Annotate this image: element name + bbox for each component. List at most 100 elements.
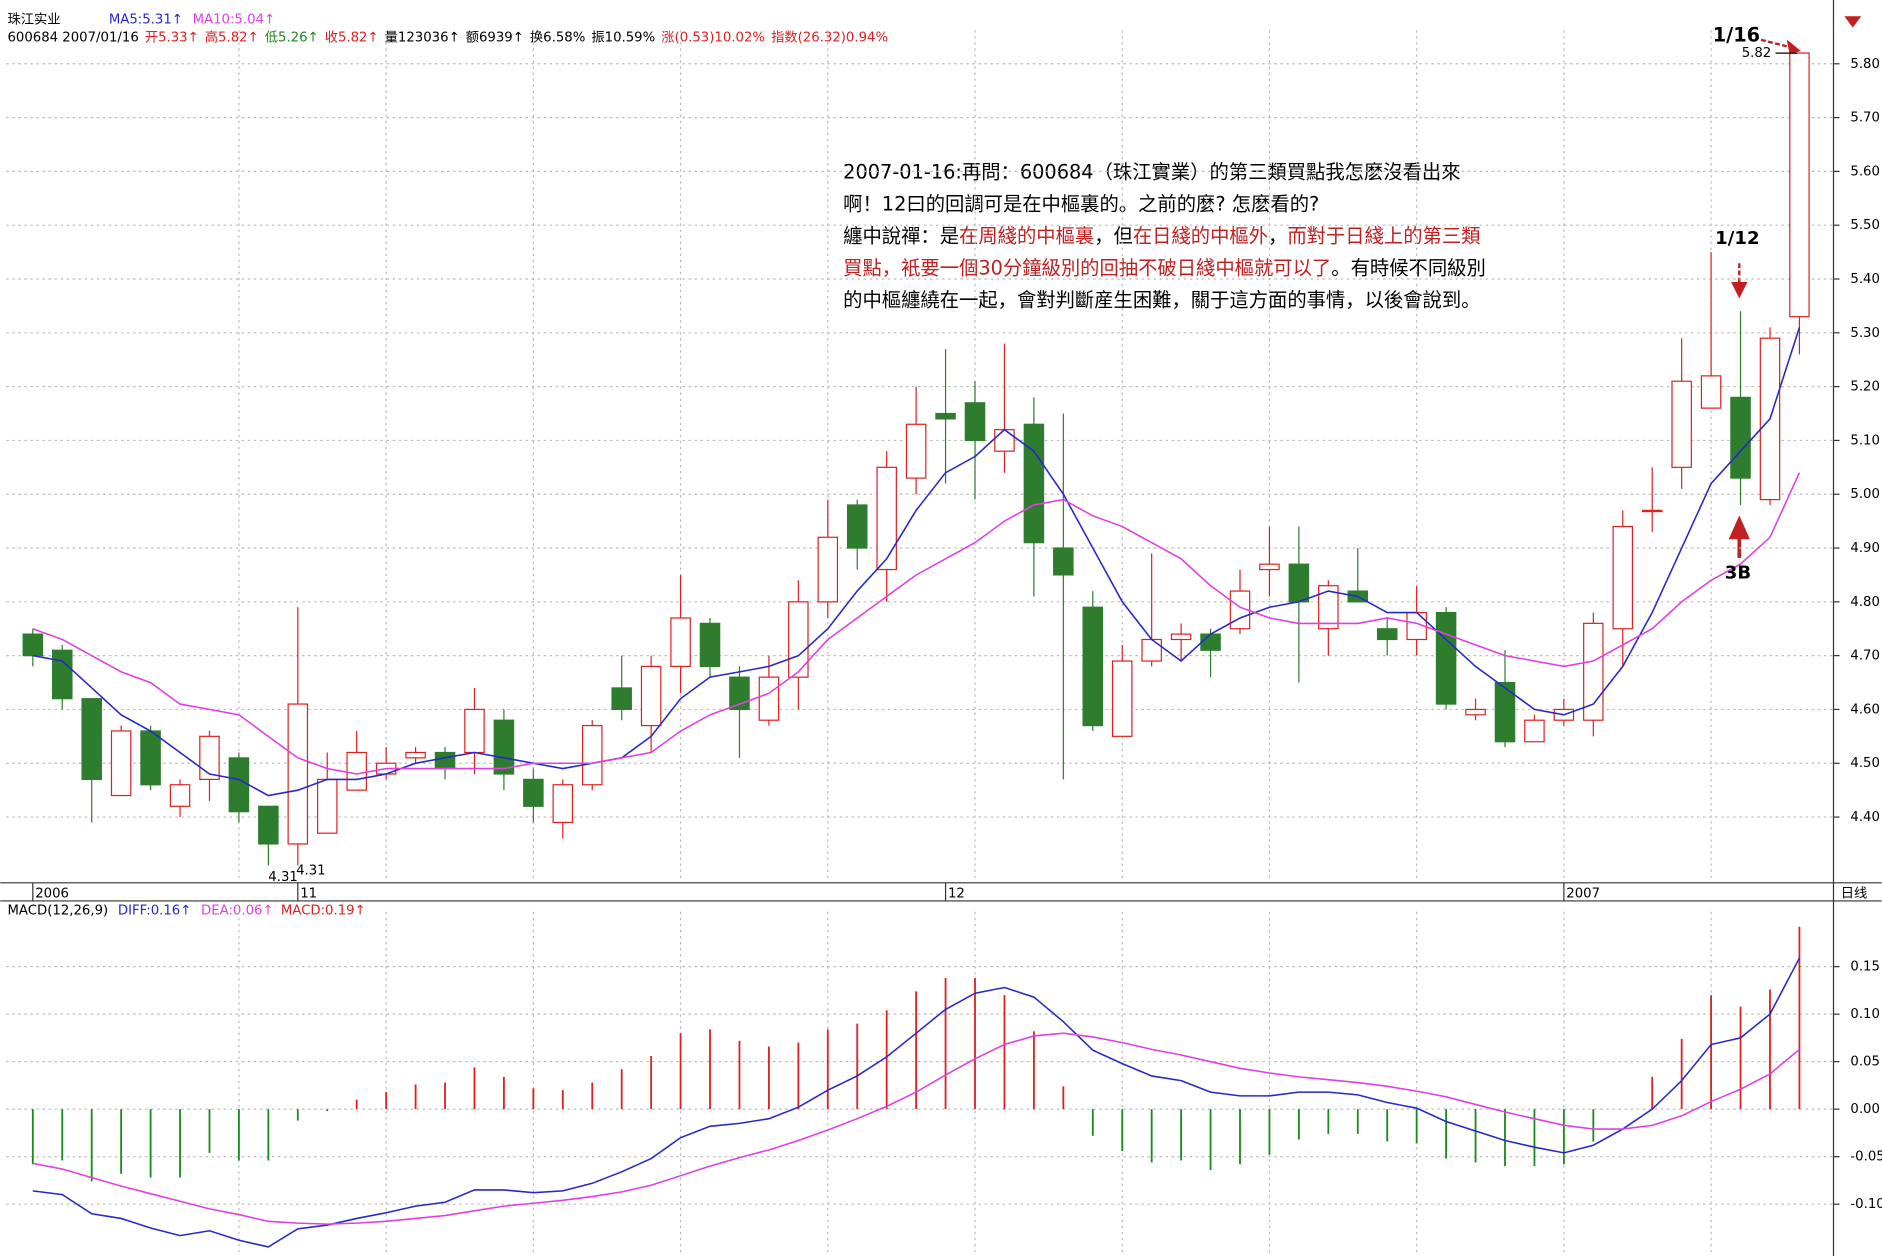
y-tick-label: 5.80 xyxy=(1850,57,1880,72)
y-tick-label: 5.50 xyxy=(1850,218,1880,233)
note-line: 的中樞纏繞在一起，會對判斷産生困難，關于這方面的事情，以後會說到。 xyxy=(843,288,1480,311)
candle-body xyxy=(1288,563,1310,603)
x-tick-label: 12 xyxy=(948,887,965,902)
line xyxy=(32,327,1801,797)
low-label: 4.31 xyxy=(268,870,298,885)
y-tick-label: 5.00 xyxy=(1850,487,1880,502)
candle-body xyxy=(994,429,1015,452)
header-item: DIFF:0.16↑ xyxy=(118,904,191,919)
title: 珠江实业 MA5:5.31↑ MA10:5.04↑ xyxy=(7,11,275,27)
y-tick-label: 5.20 xyxy=(1850,380,1880,395)
candle-body xyxy=(1023,423,1045,544)
annotation: 1/12 xyxy=(1715,228,1759,249)
note-line: 2007-01-16:再問：600684（珠江實業）的第三類買點我怎麽沒看出來 xyxy=(843,160,1460,183)
candle-body xyxy=(1376,628,1398,641)
arrows xyxy=(1728,16,1862,558)
candle-body xyxy=(523,778,544,807)
candle-body xyxy=(1612,525,1634,630)
candle-body xyxy=(1200,633,1221,651)
candle-body xyxy=(110,730,132,797)
note-line: 啊！12曰的回調可是在中樞裏的。之前的麼? 怎麽看的? xyxy=(843,192,1319,215)
y-tick-label: 0.05 xyxy=(1850,1055,1880,1070)
candle-body xyxy=(552,784,574,824)
header: 珠江实业 MA5:5.31↑ MA10:5.04↑ 600684 2007/01/1… xyxy=(7,11,888,918)
y-tick-label: 5.10 xyxy=(1850,433,1880,448)
period-label: 日线 xyxy=(1841,886,1868,902)
candle-body xyxy=(1494,681,1516,743)
candle-body xyxy=(81,698,102,780)
y-tick-label: 4.40 xyxy=(1850,810,1880,825)
candle-body xyxy=(1318,585,1339,630)
header-item: MACD(12,26,9) xyxy=(7,904,108,919)
y-tick-label: 5.40 xyxy=(1850,272,1880,287)
candle-body xyxy=(22,633,44,657)
line xyxy=(32,472,1801,775)
y-tick-label: 0.10 xyxy=(1850,1007,1880,1022)
note-line: 纏中說禪：是在周綫的中樞裏，但在日綫的中樞外，而對于日綫上的第三類 xyxy=(843,224,1480,247)
y-tick-label: 5.60 xyxy=(1850,164,1880,179)
line xyxy=(32,1032,1800,1225)
header-item: 低5.26↑ xyxy=(265,29,319,45)
y-tick-label: 5.70 xyxy=(1850,111,1880,126)
header-item: 600684 2007/01/16 xyxy=(7,30,138,45)
annotation: 3B xyxy=(1725,563,1751,584)
candle-body xyxy=(935,412,956,420)
header-item: 量123036↑ xyxy=(385,29,460,45)
annotation: 1/16 xyxy=(1713,24,1760,47)
candle-body xyxy=(1259,563,1280,571)
candle-body xyxy=(493,719,515,775)
note-segment: 纏中說禪：是 xyxy=(843,224,959,247)
x-tick-label: 2006 xyxy=(35,887,69,902)
header-item: 振10.59% xyxy=(591,29,655,45)
header-item: 收5.82↑ xyxy=(325,29,379,45)
candle-body xyxy=(228,757,250,813)
candle-body xyxy=(51,649,73,700)
candle-body xyxy=(1641,509,1663,513)
candle-body xyxy=(1053,547,1074,576)
candle-body xyxy=(817,536,839,603)
note-segment: ， xyxy=(1268,224,1287,247)
x-tick-label: 11 xyxy=(300,887,317,902)
candle-body xyxy=(1141,638,1162,662)
y-tick-label: 5.30 xyxy=(1850,326,1880,341)
y-tick-label: 4.90 xyxy=(1850,541,1880,556)
note-segment: 在周綫的中樞裏 xyxy=(959,224,1094,247)
y-tick-label: -0.10 xyxy=(1850,1197,1882,1212)
candle-body xyxy=(670,617,691,668)
y-tick-label: -0.05 xyxy=(1850,1150,1882,1165)
y-tick-label: 4.80 xyxy=(1850,595,1880,610)
y-tick-label: 4.50 xyxy=(1850,756,1880,771)
arrow-head xyxy=(1786,39,1801,54)
note-segment: 在日綫的中樞外 xyxy=(1133,224,1268,247)
y-tick-label: 0.15 xyxy=(1850,960,1880,975)
candle-body xyxy=(140,730,161,786)
candle-body xyxy=(1583,622,1604,721)
candle-body xyxy=(1435,611,1457,705)
header-item: MACD:0.19↑ xyxy=(281,904,366,919)
low-label: 4.31 xyxy=(296,864,326,879)
candle-body xyxy=(1524,719,1545,743)
candle-body xyxy=(199,735,220,780)
header-item: 珠江实业 xyxy=(7,11,60,27)
quote-info: 600684 2007/01/16 开5.33↑ 高5.82↑ 低5.26↑ 收5.82… xyxy=(7,28,888,45)
candle-body xyxy=(1700,375,1722,409)
candle-body xyxy=(905,423,927,479)
icon xyxy=(1844,16,1862,28)
candle-body xyxy=(434,751,456,770)
candle-body xyxy=(1465,708,1486,716)
candle-body xyxy=(964,402,986,442)
candle-body xyxy=(169,784,191,807)
header-item: 换6.58% xyxy=(530,29,585,45)
y-tick-label: 4.60 xyxy=(1850,702,1880,717)
candle-body xyxy=(846,504,868,549)
note-segment: ，但 xyxy=(1094,224,1133,247)
candle-body xyxy=(1730,396,1751,479)
note-segment: 2007-01-16:再問：600684（珠江實業）的第三類買點我怎麽沒看出來 xyxy=(843,160,1460,183)
candle-body xyxy=(581,724,603,786)
header-item: MA5:5.31↑ xyxy=(109,12,183,27)
candle-body xyxy=(1789,52,1810,318)
header-item: DEA:0.06↑ xyxy=(201,904,274,919)
high-label: 5.82 xyxy=(1742,46,1772,61)
